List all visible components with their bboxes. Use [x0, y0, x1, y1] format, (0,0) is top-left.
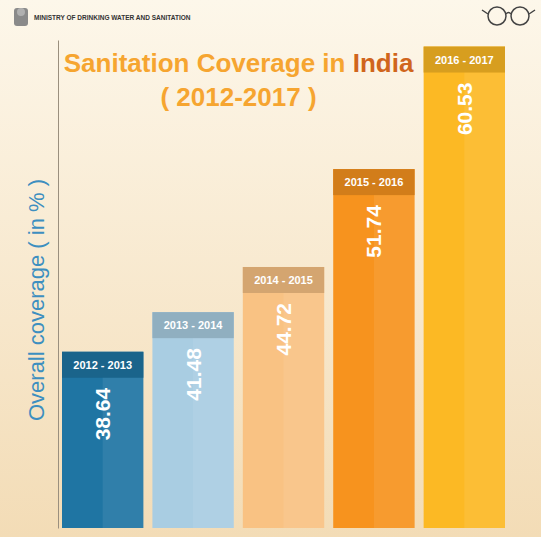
- title-part: India: [353, 48, 414, 78]
- emblem-shape: [17, 8, 25, 16]
- logo-frame: [482, 10, 535, 14]
- title-part: Sanitation Coverage in: [64, 48, 353, 78]
- category-label: 2014 - 2015: [254, 274, 313, 286]
- logo-lens: [511, 7, 529, 25]
- data-label: 38.64: [91, 387, 114, 440]
- data-label: 60.53: [453, 83, 476, 136]
- title: Sanitation Coverage in India: [64, 48, 414, 78]
- bar-cap: [243, 267, 324, 293]
- data-label: 41.48: [182, 348, 205, 401]
- background: [0, 0, 541, 537]
- bar-shade: [193, 312, 234, 528]
- bar: [152, 312, 233, 528]
- bar-cap: [424, 47, 505, 73]
- category-label: 2016 - 2017: [435, 54, 494, 66]
- bars: [62, 47, 505, 528]
- bar-cap: [152, 312, 233, 338]
- chart: MINISTRY OF DRINKING WATER AND SANITATIO…: [0, 0, 541, 537]
- header-text: MINISTRY OF DRINKING WATER AND SANITATIO…: [34, 14, 191, 21]
- labels: 2012 - 2013 2013 - 2014 2014 - 2015 2015 - …: [73, 54, 493, 441]
- category-label: 2012 - 2013: [73, 359, 132, 371]
- bar: [243, 267, 324, 528]
- logo: [482, 7, 535, 25]
- category-label: 2015 - 2016: [345, 176, 404, 188]
- subtitle: ( 2012-2017 ): [160, 82, 316, 112]
- data-label: 51.74: [362, 205, 385, 258]
- bar-cap: [62, 352, 143, 378]
- bar: [62, 352, 143, 528]
- data-label: 44.72: [272, 303, 295, 356]
- bar-cap: [333, 169, 414, 195]
- emblem-shape: [14, 8, 28, 26]
- category-label: 2013 - 2014: [164, 319, 224, 331]
- bar: [424, 47, 505, 528]
- emblem: [14, 8, 28, 26]
- logo-lens: [488, 7, 506, 25]
- y-axis-line: [58, 41, 59, 529]
- bar: [333, 169, 414, 528]
- y-axis: [58, 41, 59, 529]
- y-axis-title: Overall coverage ( in % ): [24, 179, 49, 421]
